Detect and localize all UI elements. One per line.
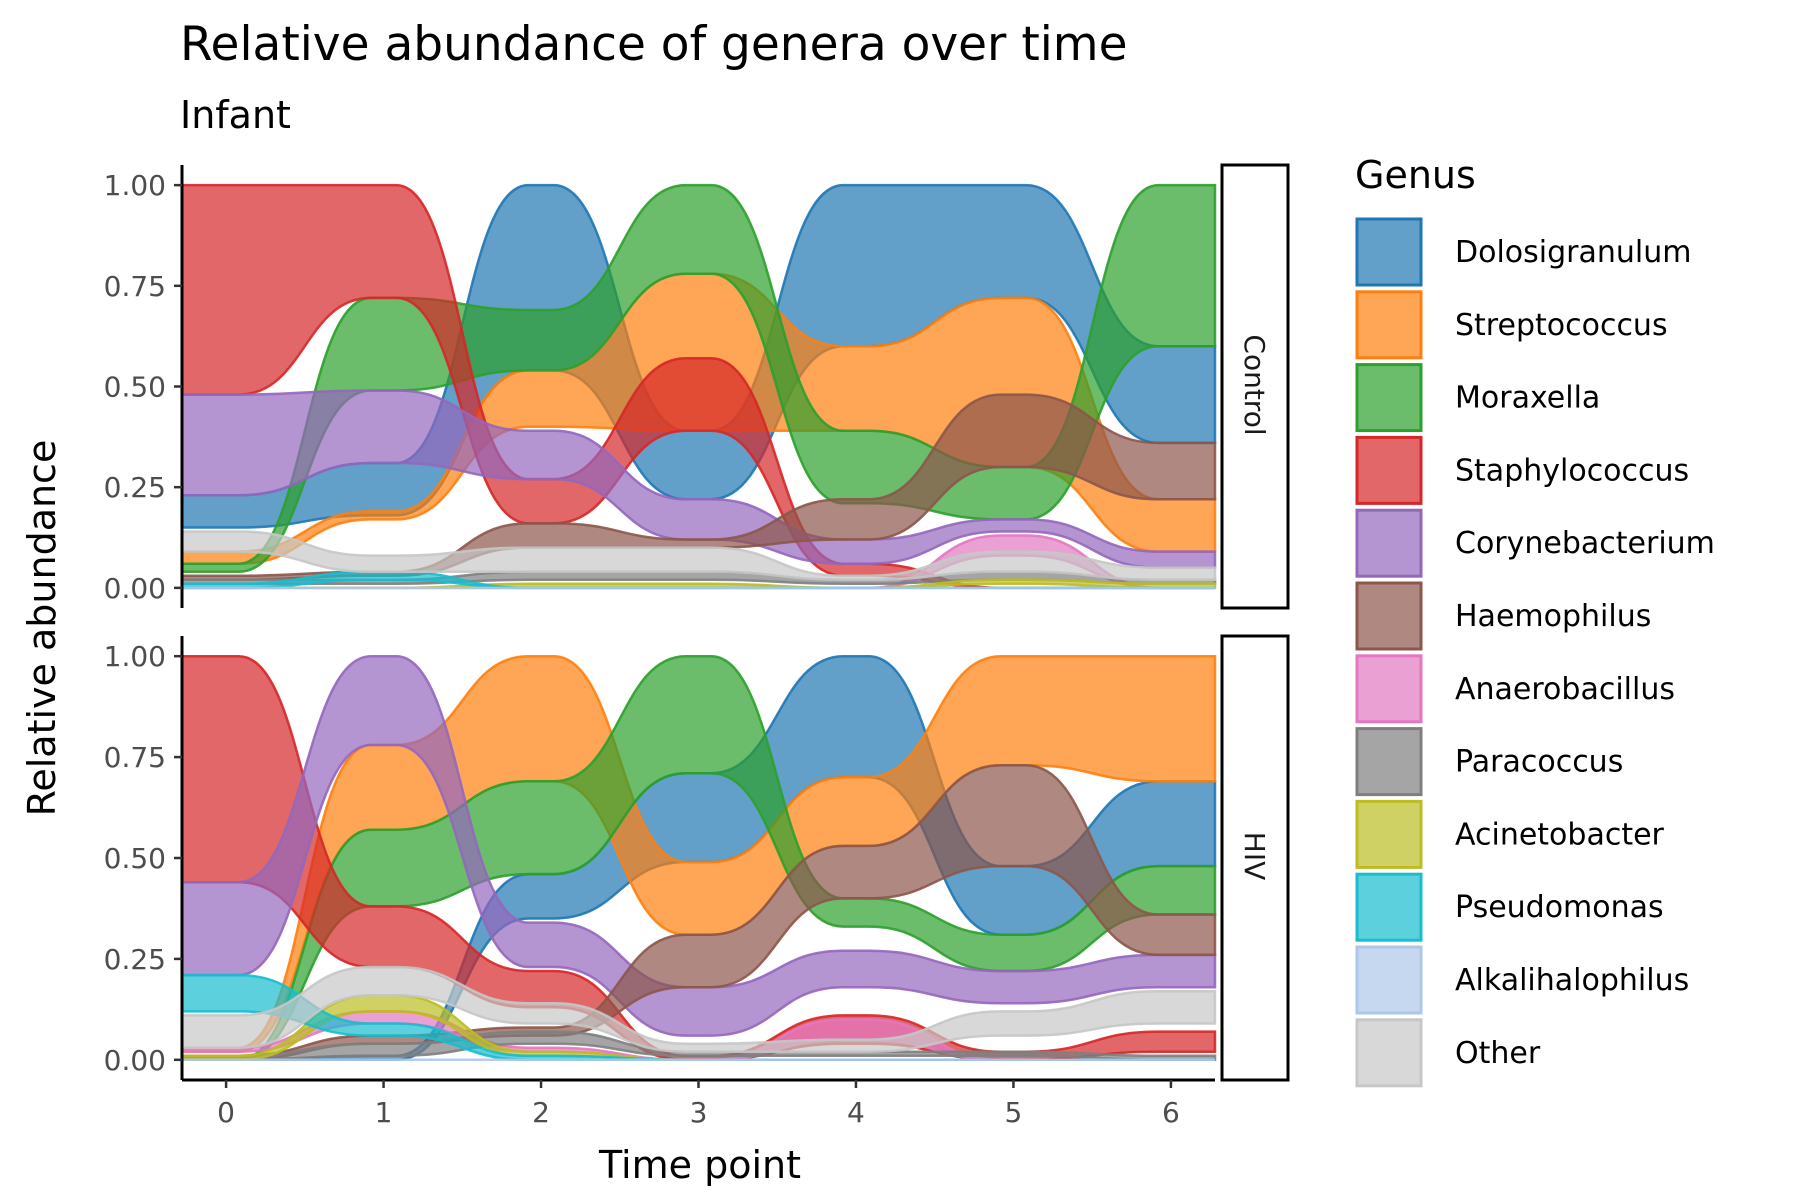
legend-label: Moraxella	[1455, 381, 1600, 416]
flow-other	[180, 965, 1217, 1053]
legend-swatch	[1355, 363, 1423, 433]
legend-swatch	[1355, 799, 1423, 869]
facet-strip-box	[1220, 634, 1290, 1082]
legend-item-streptococcus: Streptococcus	[1355, 290, 1668, 360]
legend-item-dolosigranulum: Dolosigranulum	[1355, 217, 1691, 287]
panels: 0.000.250.500.751.00Control0.000.250.500…	[104, 163, 1290, 1082]
legend-swatch	[1355, 1018, 1423, 1088]
legend-item-moraxella: Moraxella	[1355, 363, 1600, 433]
legend-item-other: Other	[1355, 1018, 1541, 1088]
panel-hiv: 0.00 0.25 0.50 0.75 1.00 HIV	[104, 634, 1290, 1082]
legend-swatch	[1355, 945, 1423, 1015]
legend-swatch	[1355, 872, 1423, 942]
x-tick-label: 3	[690, 1096, 708, 1129]
legend-swatch	[1355, 508, 1423, 578]
flow-paracoccus	[180, 1030, 1217, 1062]
flows	[180, 654, 1217, 1062]
legend-label: Streptococcus	[1455, 308, 1668, 343]
legend-title: Genus	[1355, 153, 1476, 197]
legend-label: Dolosigranulum	[1455, 235, 1691, 270]
legend-label: Other	[1455, 1036, 1541, 1071]
legend-swatch	[1355, 435, 1423, 505]
legend-label: Alkalihalophilus	[1455, 963, 1689, 998]
legend-item-anaerobacillus: Anaerobacillus	[1355, 654, 1675, 724]
chart-title: Relative abundance of genera over time	[180, 17, 1128, 72]
y-tick-label: 0.25	[104, 943, 166, 976]
legend-swatch	[1355, 217, 1423, 287]
flows	[180, 183, 1217, 590]
legend-label: Staphylococcus	[1455, 453, 1689, 488]
flow-corynebacterium	[180, 389, 1217, 569]
facet-strip-label: HIV	[1238, 832, 1271, 880]
flow-moraxella	[182, 654, 1217, 1062]
y-tick-label: 0.50	[104, 371, 166, 404]
y-tick-label: 0.75	[104, 270, 166, 303]
legend-label: Anaerobacillus	[1455, 672, 1675, 707]
legend-label: Pseudomonas	[1455, 890, 1664, 925]
legend-label: Corynebacterium	[1455, 526, 1715, 561]
flow-corynebacterium	[180, 654, 1217, 1037]
x-tick-label: 0	[217, 1096, 235, 1129]
y-tick-label: 1.00	[104, 640, 166, 673]
y-tick-label: 0.25	[104, 471, 166, 504]
legend: Genus Dolosigranulum Streptococcus Moraxel…	[1355, 153, 1715, 1088]
legend-label: Acinetobacter	[1455, 817, 1665, 852]
facet-strip: HIV	[1220, 634, 1290, 1082]
x-tick-label: 2	[532, 1096, 550, 1129]
y-tick-label: 0.75	[104, 741, 166, 774]
legend-swatch	[1355, 581, 1423, 651]
x-tick-label: 6	[1162, 1096, 1180, 1129]
y-axis: 0.00 0.25 0.50 0.75 1.00	[104, 165, 184, 608]
legend-item-acinetobacter: Acinetobacter	[1355, 799, 1665, 869]
x-axis-title: Time point	[598, 1143, 801, 1187]
flow-other	[180, 530, 1217, 582]
facet-strip-label: Control	[1238, 334, 1271, 435]
legend-item-corynebacterium: Corynebacterium	[1355, 508, 1715, 578]
y-tick-label: 0.00	[104, 572, 166, 605]
x-axis: 0 1 2 3 4 5 6	[182, 1078, 1215, 1129]
y-tick-label: 1.00	[104, 169, 166, 202]
x-tick-label: 1	[375, 1096, 393, 1129]
legend-item-staphylococcus: Staphylococcus	[1355, 435, 1689, 505]
legend-label: Paracoccus	[1455, 745, 1623, 780]
x-tick-label: 4	[847, 1096, 865, 1129]
legend-swatch	[1355, 290, 1423, 360]
y-axis: 0.00 0.25 0.50 0.75 1.00	[104, 636, 184, 1080]
x-tick-label: 5	[1005, 1096, 1023, 1129]
legend-item-paracoccus: Paracoccus	[1355, 727, 1623, 797]
facet-strip-box	[1220, 163, 1290, 610]
chart-subtitle: Infant	[180, 93, 291, 137]
legend-item-pseudomonas: Pseudomonas	[1355, 872, 1664, 942]
legend-label: Haemophilus	[1455, 599, 1651, 634]
legend-swatch	[1355, 727, 1423, 797]
y-tick-label: 0.00	[104, 1044, 166, 1077]
legend-swatch	[1355, 654, 1423, 724]
legend-item-haemophilus: Haemophilus	[1355, 581, 1651, 651]
panel-control: 0.00 0.25 0.50 0.75 1.00 Control	[104, 163, 1290, 610]
y-tick-label: 0.50	[104, 842, 166, 875]
legend-item-alkalihalophilus: Alkalihalophilus	[1355, 945, 1689, 1015]
facet-strip: Control	[1220, 163, 1290, 610]
y-axis-title: Relative abundance	[20, 440, 64, 817]
